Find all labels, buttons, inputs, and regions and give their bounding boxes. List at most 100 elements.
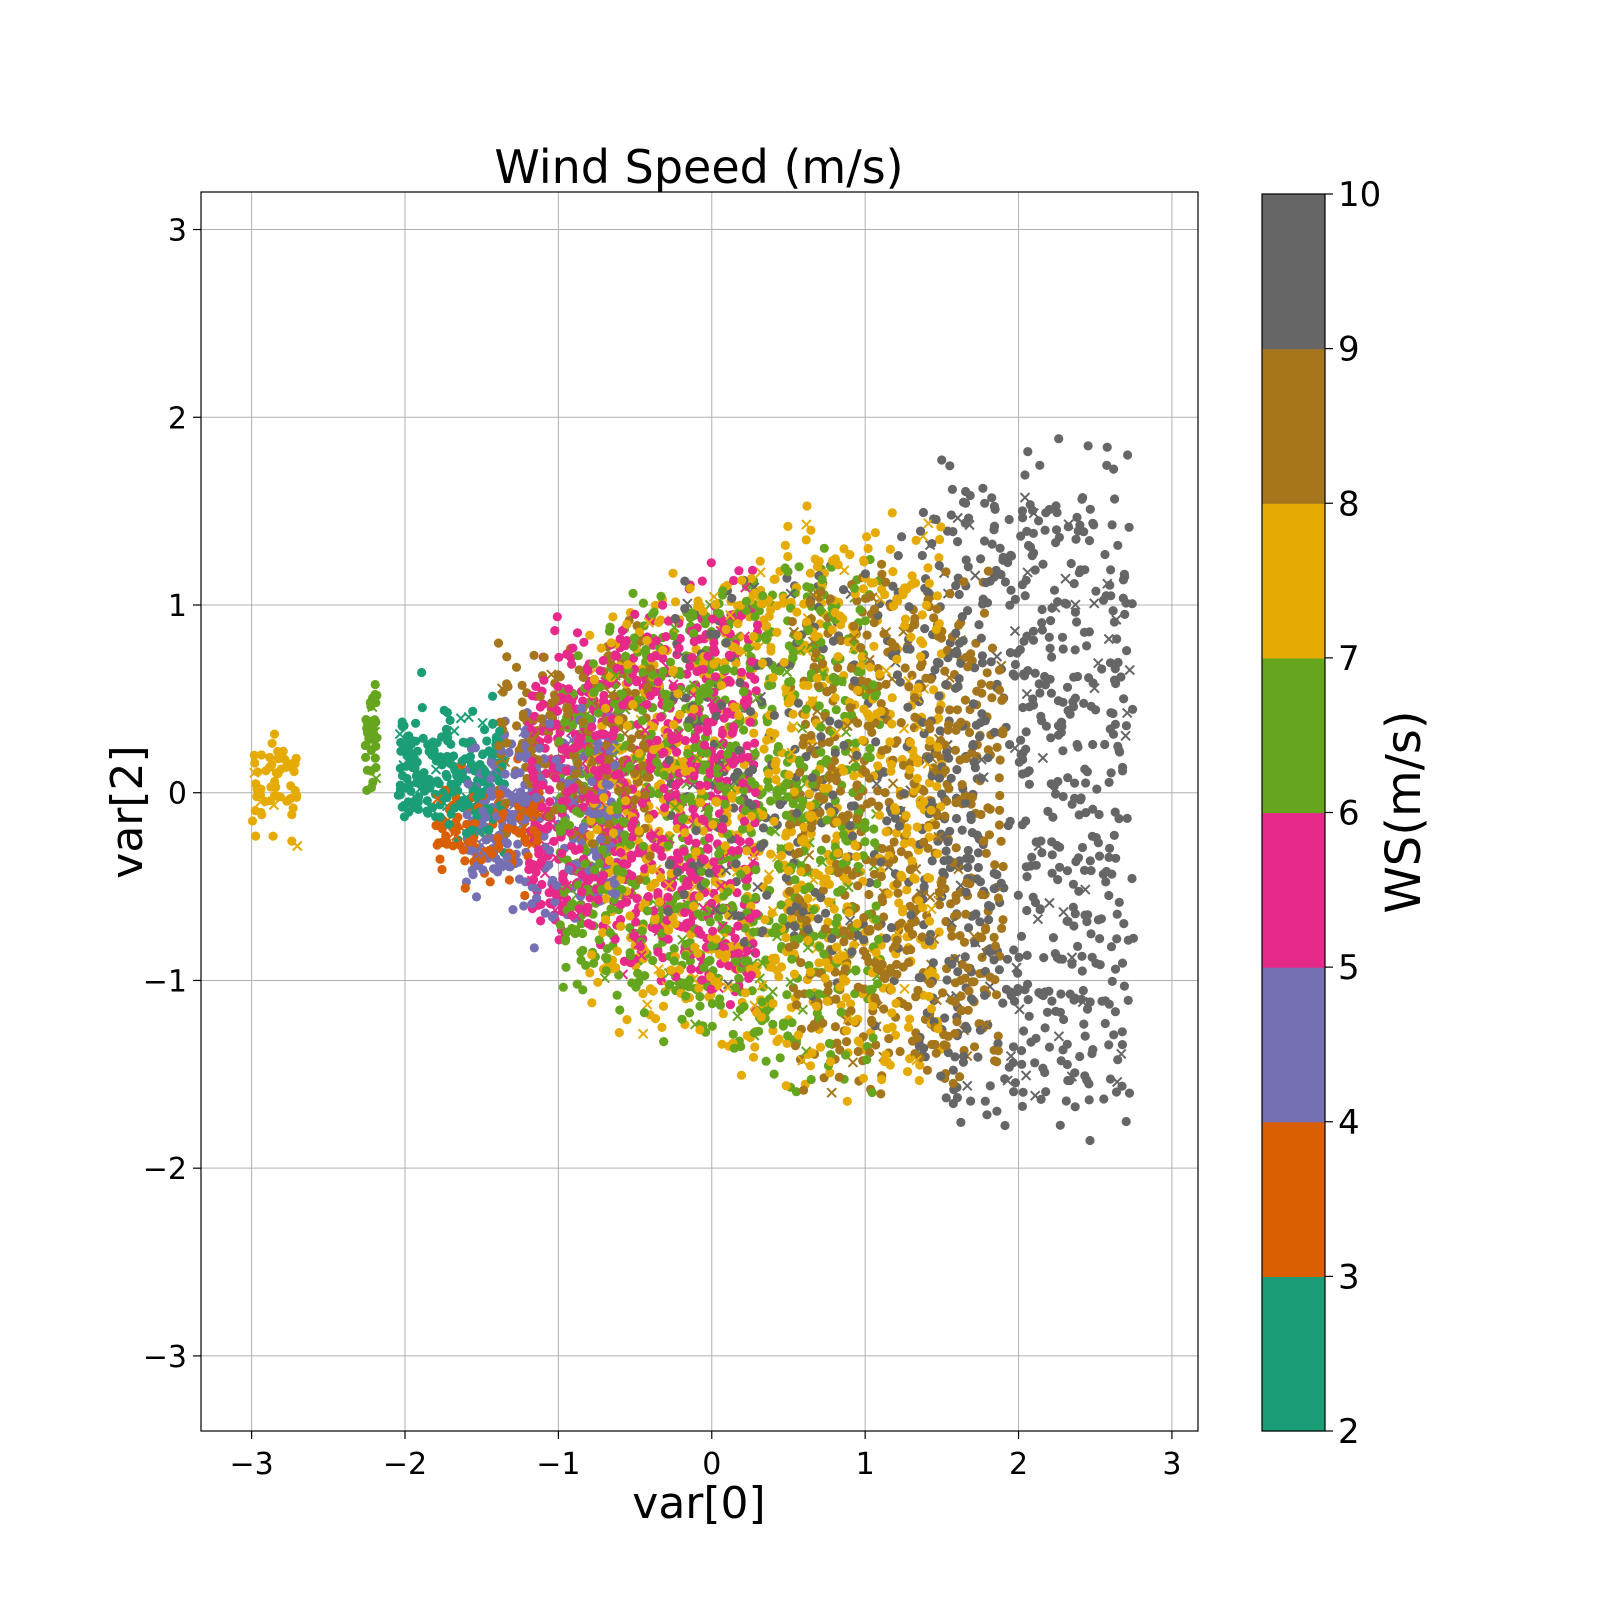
- data-point: [1006, 585, 1016, 595]
- data-point: [924, 916, 935, 926]
- data-point: [745, 717, 755, 727]
- data-point: [691, 838, 701, 848]
- data-point: [872, 879, 882, 889]
- data-point: [616, 921, 626, 932]
- data-point: [614, 970, 624, 980]
- data-point: [1096, 914, 1106, 924]
- data-point: [593, 895, 603, 905]
- data-point: [871, 948, 881, 958]
- data-point: [1055, 1120, 1065, 1130]
- data-point: [911, 992, 921, 1002]
- data-point: [1037, 625, 1047, 635]
- data-point: [1016, 931, 1027, 942]
- data-point: [708, 702, 719, 713]
- data-point: [502, 738, 512, 748]
- data-point: [1022, 768, 1032, 778]
- data-point: [1062, 1059, 1072, 1070]
- data-point: [1070, 645, 1080, 655]
- data-point: [1017, 506, 1027, 516]
- data-point: [594, 858, 605, 869]
- data-point: [619, 859, 629, 869]
- data-point-x: [1060, 573, 1071, 584]
- data-point: [859, 557, 869, 567]
- data-point: [659, 747, 669, 758]
- data-point: [921, 600, 932, 610]
- data-points: [247, 434, 1138, 1146]
- data-point: [1016, 735, 1026, 745]
- data-point: [626, 734, 637, 744]
- data-point: [1041, 508, 1051, 518]
- data-point: [578, 824, 588, 834]
- data-point: [739, 785, 749, 795]
- data-point: [502, 838, 512, 848]
- data-point: [784, 770, 794, 780]
- data-point: [689, 628, 699, 639]
- data-point: [572, 628, 583, 638]
- data-point: [396, 746, 406, 756]
- data-point: [545, 845, 555, 856]
- data-point: [1109, 1030, 1119, 1040]
- data-point: [869, 618, 879, 628]
- data-point: [990, 727, 1000, 738]
- data-point: [826, 762, 836, 772]
- data-point-x: [691, 752, 702, 764]
- data-point: [706, 898, 717, 908]
- data-point: [395, 785, 405, 795]
- data-point: [1073, 742, 1083, 752]
- data-point: [868, 857, 879, 867]
- data-point: [441, 724, 451, 735]
- data-point: [934, 927, 944, 937]
- data-point: [944, 855, 954, 865]
- data-point: [929, 613, 939, 623]
- data-point: [1122, 813, 1132, 824]
- data-point: [604, 626, 615, 636]
- data-point: [695, 1025, 705, 1035]
- data-point: [717, 680, 727, 690]
- data-point: [265, 752, 275, 763]
- data-point: [1109, 464, 1119, 474]
- data-point: [1117, 1027, 1127, 1037]
- data-point: [1052, 840, 1062, 851]
- data-point: [1072, 512, 1082, 523]
- data-point: [247, 816, 258, 826]
- data-point: [1091, 705, 1101, 715]
- data-point: [934, 773, 945, 783]
- data-point: [1100, 1018, 1110, 1029]
- data-point: [965, 490, 975, 501]
- data-point: [959, 937, 970, 947]
- data-point: [985, 804, 995, 814]
- data-point: [816, 637, 826, 647]
- data-point: [365, 697, 375, 708]
- data-point: [460, 856, 470, 866]
- data-point: [940, 740, 950, 750]
- data-point: [940, 1013, 950, 1023]
- data-point: [1070, 693, 1080, 703]
- data-point: [362, 765, 372, 775]
- data-point: [736, 667, 747, 677]
- data-point: [1088, 678, 1098, 688]
- data-point-x: [1020, 1070, 1032, 1081]
- data-point: [732, 888, 742, 898]
- data-point: [934, 705, 944, 715]
- data-point: [992, 870, 1002, 880]
- data-point: [875, 669, 885, 679]
- data-point: [654, 617, 664, 628]
- data-point: [1000, 1074, 1010, 1084]
- data-point: [887, 719, 897, 729]
- data-point: [1077, 842, 1088, 853]
- data-point: [645, 851, 655, 861]
- data-point: [751, 788, 761, 798]
- data-point: [1085, 997, 1095, 1007]
- data-point: [1112, 634, 1122, 644]
- data-point: [1119, 919, 1129, 929]
- data-point: [1000, 1120, 1010, 1131]
- data-point: [1031, 1033, 1041, 1043]
- data-point: [1127, 873, 1137, 884]
- data-point: [849, 771, 859, 781]
- data-point: [535, 691, 545, 702]
- data-point: [751, 909, 762, 919]
- data-point: [897, 872, 907, 882]
- data-point: [1015, 645, 1025, 655]
- data-point: [729, 575, 739, 586]
- data-point: [802, 501, 812, 511]
